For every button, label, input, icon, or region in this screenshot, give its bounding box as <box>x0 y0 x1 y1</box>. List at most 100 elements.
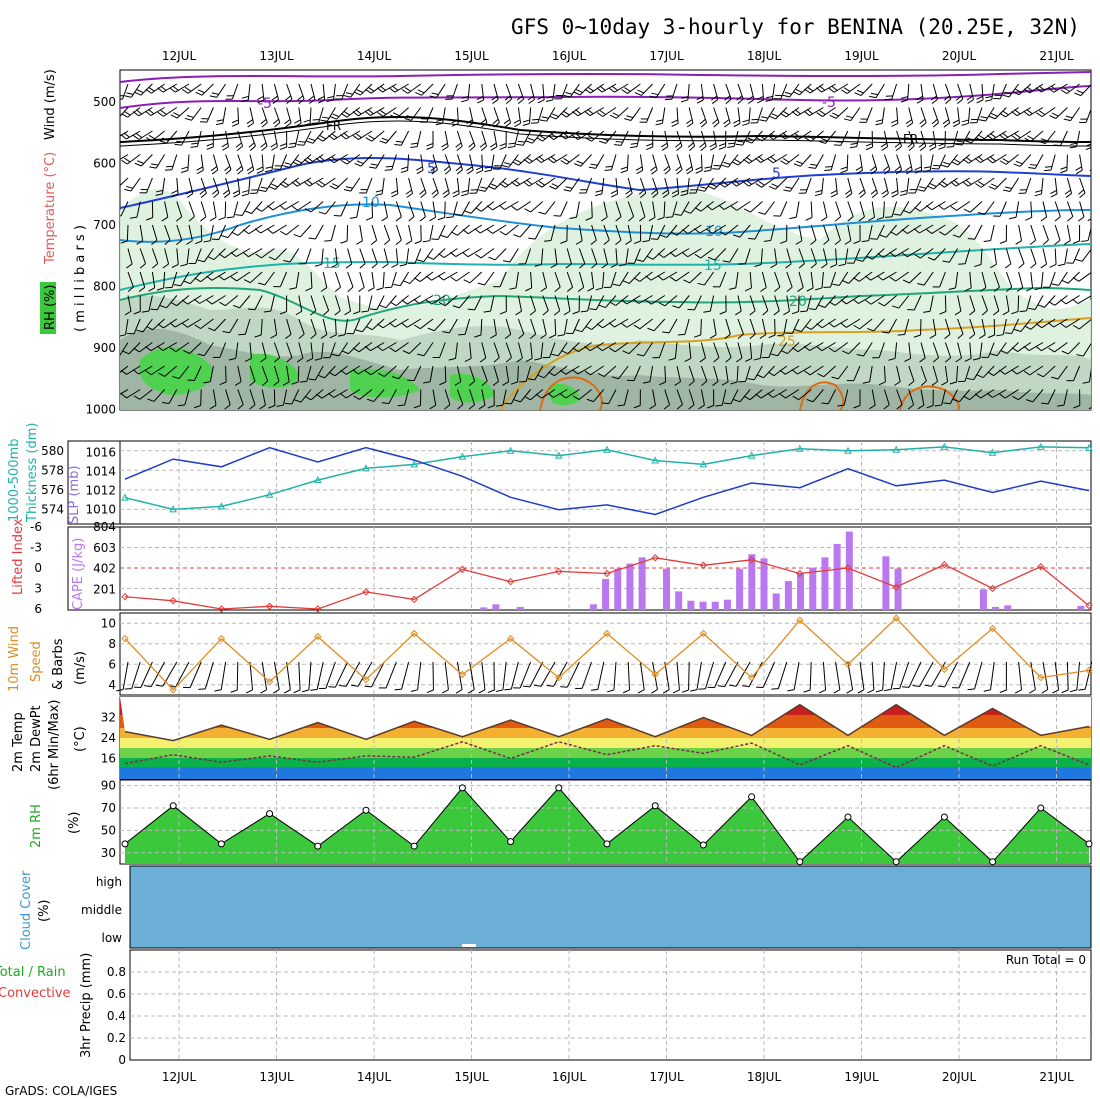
wind-barb-flag <box>320 334 328 339</box>
wind-barb <box>1041 177 1044 194</box>
wind-barb-flag <box>537 95 545 100</box>
cape-bar <box>711 601 719 610</box>
wind-barb <box>888 318 898 334</box>
wind-barb-flag <box>688 404 695 410</box>
wind-barb <box>835 107 849 119</box>
wind-barb-flag <box>681 689 689 693</box>
wind-barb <box>944 224 958 236</box>
wind-barb <box>261 389 266 406</box>
wind-barb-flag <box>1015 689 1022 694</box>
wind-barb <box>810 224 817 241</box>
cape-bar <box>675 591 683 610</box>
wind-barb-flag <box>341 350 349 355</box>
temp-contour-20 <box>120 286 1091 322</box>
wind-barb <box>530 271 533 288</box>
wind-speed-point <box>603 629 611 638</box>
wind-barb-flag <box>123 132 130 138</box>
wind-barb-flag <box>298 98 305 104</box>
wind-barb-flag <box>282 165 290 168</box>
wind-barb <box>270 295 275 312</box>
wind-barb <box>436 83 446 98</box>
wind-barb <box>180 271 190 287</box>
wind-barb-flag <box>828 301 836 306</box>
wind-barb <box>737 342 743 359</box>
wind-barb-flag <box>1052 689 1059 694</box>
tick-label: 402 <box>93 562 116 576</box>
wind-barb-flag <box>618 263 627 267</box>
rh-legend-bar <box>40 282 56 334</box>
wind-barb-flag <box>145 88 152 94</box>
wind-barb-flag <box>884 688 892 692</box>
wind-barb <box>652 201 656 218</box>
wind-barb-flag <box>919 145 926 151</box>
wind-barb-flag <box>443 165 450 172</box>
wind-barb-flag <box>211 92 219 95</box>
tick-label: 576 <box>41 483 64 497</box>
lifted-index-point <box>121 592 129 601</box>
wind-barb <box>494 248 507 261</box>
wind-barb-flag <box>364 685 372 688</box>
wind-barb <box>652 177 659 194</box>
wind-barb <box>316 661 324 690</box>
wind-barb <box>189 661 202 688</box>
wind-barb-flag <box>914 170 922 174</box>
wind-barb-flag <box>466 166 473 171</box>
wind-barb-flag <box>172 85 179 91</box>
wind-barb <box>395 342 409 353</box>
wind-barb-flag <box>467 308 475 311</box>
wind-barb-flag <box>649 404 656 410</box>
wind-barb <box>686 177 690 194</box>
wind-barb-flag <box>770 353 778 357</box>
wind-barb-flag <box>438 253 445 259</box>
wind-barb <box>822 248 828 265</box>
wind-unit-label: (m/s) <box>73 651 88 685</box>
wind-barb-flag <box>840 322 847 328</box>
wind-barb-flag <box>329 185 337 190</box>
wind-barb-flag <box>211 189 218 195</box>
wind-barb-flag <box>150 308 158 311</box>
wind-barb-flag <box>601 402 609 405</box>
wind-barb <box>1085 108 1091 123</box>
wind-barb <box>1025 177 1032 194</box>
temp-contour--5b <box>120 85 1091 109</box>
wind-barb-flag <box>547 158 554 164</box>
wind-barb <box>187 318 202 328</box>
wind-barb <box>163 271 166 289</box>
wind-barb <box>923 177 934 192</box>
wind-barb <box>444 295 458 307</box>
lifted-index-point <box>458 565 467 574</box>
thickness-point <box>940 442 949 450</box>
wind-barb-flag <box>938 143 946 147</box>
wind-barb-flag <box>504 402 512 405</box>
wind-barb-flag <box>394 688 402 691</box>
wind-barb-flag <box>389 301 397 307</box>
wind-barb-flag <box>416 166 423 171</box>
wind-barb <box>981 271 987 288</box>
wind-barb-flag <box>544 240 552 242</box>
wind-barb-flag <box>663 165 670 172</box>
wind-barb-flag <box>596 345 603 352</box>
wind-barb-flag <box>1061 279 1069 284</box>
wind-barb <box>540 661 556 687</box>
wind-barb-flag <box>382 263 389 269</box>
wind-barb-flag <box>806 287 814 292</box>
wind-barb <box>419 318 434 330</box>
wind-barb <box>456 130 463 147</box>
wind-barb <box>688 154 694 171</box>
wind-barb-flag <box>1051 376 1059 380</box>
wind-barb-flag <box>145 110 152 116</box>
wind-barb-flag <box>1069 689 1077 693</box>
wind-barb-flag <box>895 169 902 175</box>
wind-barb-flag <box>524 208 531 213</box>
wind-barb-flag <box>999 112 1006 118</box>
wind-barb-flag <box>310 310 317 316</box>
thickness-point <box>169 505 178 513</box>
wind-barb-flag <box>221 235 229 239</box>
wind-barb-flag <box>534 684 542 687</box>
wind-barb <box>821 271 824 288</box>
wind-barb-flag <box>566 286 573 292</box>
wind-barb-flag <box>901 229 908 234</box>
